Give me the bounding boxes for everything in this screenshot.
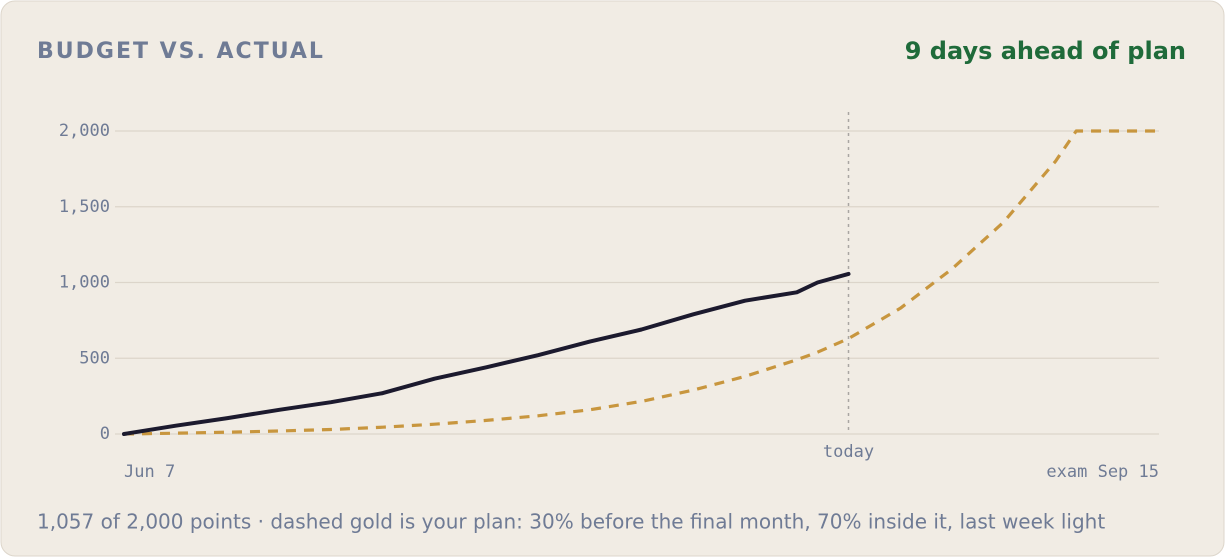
series-line — [123, 129, 1159, 436]
chart-title: BUDGET VS. ACTUAL — [37, 39, 325, 64]
x-tick-label: today — [823, 442, 874, 462]
y-tick-label: 1,000 — [59, 273, 110, 293]
series-line — [122, 271, 851, 436]
x-tick-label: Jun 7 — [124, 462, 175, 482]
y-tick-label: 0 — [100, 424, 110, 444]
y-tick-label: 1,500 — [59, 197, 110, 217]
x-tick-label: exam Sep 15 — [1046, 462, 1159, 482]
y-tick-label: 2,000 — [59, 121, 110, 141]
caption: 1,057 of 2,000 points · dashed gold is y… — [37, 510, 1105, 534]
status-annotation: 9 days ahead of plan — [905, 37, 1186, 65]
y-tick-label: 500 — [79, 348, 110, 368]
